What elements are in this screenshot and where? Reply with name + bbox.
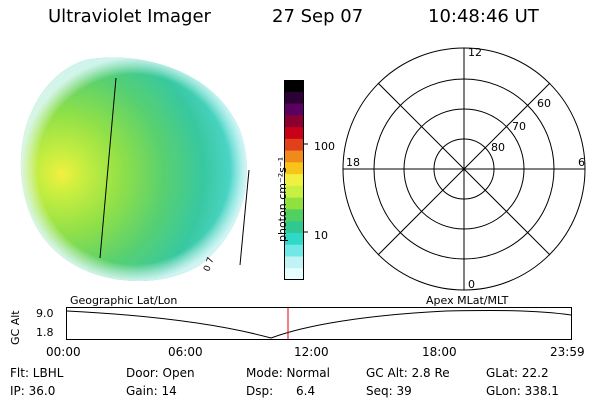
colorbar-stripe — [284, 80, 304, 93]
terminator-line — [99, 77, 117, 259]
limb-marker-line — [239, 169, 250, 266]
info-gain: Gain: 14 — [126, 384, 177, 398]
colorbar-stripe — [284, 256, 304, 269]
lat-label-60: 60 — [537, 97, 551, 110]
polar-grid — [342, 47, 586, 291]
mlt-label-12: 12 — [468, 46, 482, 59]
timeline-axis-label: GC Alt — [9, 310, 22, 345]
colorbar-stripe — [284, 232, 304, 246]
altitude-curve — [66, 309, 572, 339]
mlt-label-18: 18 — [346, 156, 360, 169]
info-dsp: Dsp: 6.4 — [246, 384, 316, 398]
colorbar-unit-label: photon cm⁻²s⁻¹ — [276, 156, 289, 242]
info-ip: IP: 36.0 — [10, 384, 56, 398]
timeline-ytick-1.8: 1.8 — [36, 326, 54, 339]
colorbar-stripe — [284, 221, 304, 234]
mlt-label-0: 0 — [468, 278, 475, 291]
timeline-xtick-0000: 00:00 — [46, 345, 81, 359]
info-seq: Seq: 39 — [366, 384, 412, 398]
colorbar-stripe — [284, 91, 304, 105]
timeline-xtick-2359: 23:59 — [550, 345, 585, 359]
colorbar-stripe — [284, 138, 304, 152]
colorbar-stripe — [284, 185, 304, 199]
lat-label-80: 80 — [491, 141, 505, 154]
altitude-timeline — [66, 307, 572, 340]
colorbar-stripe — [284, 115, 304, 128]
lat-label-70: 70 — [512, 120, 526, 133]
timeline-ytick-9: 9.0 — [36, 307, 54, 320]
colorbar-stripe — [284, 268, 304, 280]
colorbar-stripe — [284, 209, 304, 222]
colorbar-stripe — [284, 127, 304, 140]
colorbar — [284, 80, 308, 280]
timeline-right-label: Apex MLat/MLT — [426, 294, 509, 307]
colorbar-frame — [284, 80, 304, 280]
date-label: 27 Sep 07 — [272, 6, 364, 27]
info-gc-alt: GC Alt: 2.8 Re — [366, 366, 450, 380]
info-glon: GLon: 338.1 — [486, 384, 559, 398]
mlt-marker-label: 0 7 — [202, 256, 216, 273]
colorbar-stripe — [284, 174, 304, 187]
app-title: Ultraviolet Imager — [48, 6, 211, 27]
colorbar-stripe — [284, 150, 304, 163]
info-mode: Mode: Normal — [246, 366, 330, 380]
colorbar-tick-10: 10 — [314, 229, 328, 242]
info-flt: Flt: LBHL — [10, 366, 64, 380]
colorbar-tick-100: 100 — [314, 140, 335, 153]
colorbar-stripe — [284, 197, 304, 210]
colorbar-stripe — [284, 244, 304, 257]
timeline-xtick-0600: 06:00 — [168, 345, 203, 359]
timeline-xtick-1200: 12:00 — [294, 345, 329, 359]
colorbar-stripe — [284, 103, 304, 116]
mlt-label-6: 6 — [578, 156, 585, 169]
uv-image-panel: 0 7 — [20, 57, 250, 282]
info-glat: GLat: 22.2 — [486, 366, 549, 380]
info-door: Door: Open — [126, 366, 195, 380]
colorbar-stripe — [284, 162, 304, 175]
time-label: 10:48:46 UT — [428, 6, 539, 27]
mlt-marker: 0 7 — [202, 256, 216, 273]
timeline-xtick-1800: 18:00 — [422, 345, 457, 359]
timeline-left-label: Geographic Lat/Lon — [70, 294, 178, 307]
